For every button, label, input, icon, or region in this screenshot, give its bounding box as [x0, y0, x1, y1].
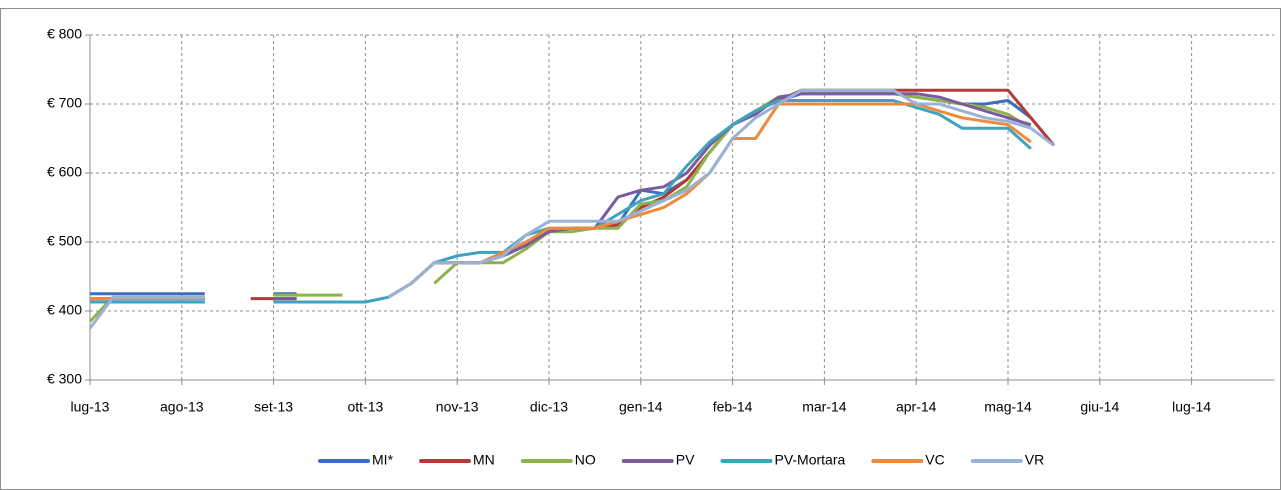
x-tick-label: mar-14 — [802, 399, 847, 415]
y-tick-label: € 800 — [47, 26, 82, 42]
x-tick-label: ott-13 — [347, 399, 383, 415]
x-tick-label: set-13 — [254, 399, 293, 415]
x-tick-label: ago-13 — [160, 399, 204, 415]
legend-label: PV — [676, 452, 695, 468]
x-tick-label: gen-14 — [619, 399, 663, 415]
x-tick-label: dic-13 — [530, 399, 568, 415]
x-tick-label: feb-14 — [713, 399, 753, 415]
legend-label: MI* — [372, 452, 394, 468]
x-tick-label: lug-14 — [1172, 399, 1211, 415]
legend-label: PV-Mortara — [774, 452, 845, 468]
y-tick-label: € 500 — [47, 233, 82, 249]
legend-label: VR — [1025, 452, 1044, 468]
chart-border — [0, 8, 1281, 490]
y-tick-label: € 400 — [47, 302, 82, 318]
y-tick-label: € 300 — [47, 371, 82, 387]
y-tick-label: € 700 — [47, 95, 82, 111]
legend-label: NO — [575, 452, 596, 468]
legend-label: VC — [925, 452, 944, 468]
x-tick-label: nov-13 — [436, 399, 479, 415]
x-tick-label: giu-14 — [1080, 399, 1119, 415]
legend-label: MN — [473, 452, 495, 468]
x-tick-label: mag-14 — [984, 399, 1032, 415]
x-tick-label: lug-13 — [71, 399, 110, 415]
y-tick-label: € 600 — [47, 164, 82, 180]
x-tick-label: apr-14 — [896, 399, 937, 415]
series-line — [88, 88, 1055, 330]
